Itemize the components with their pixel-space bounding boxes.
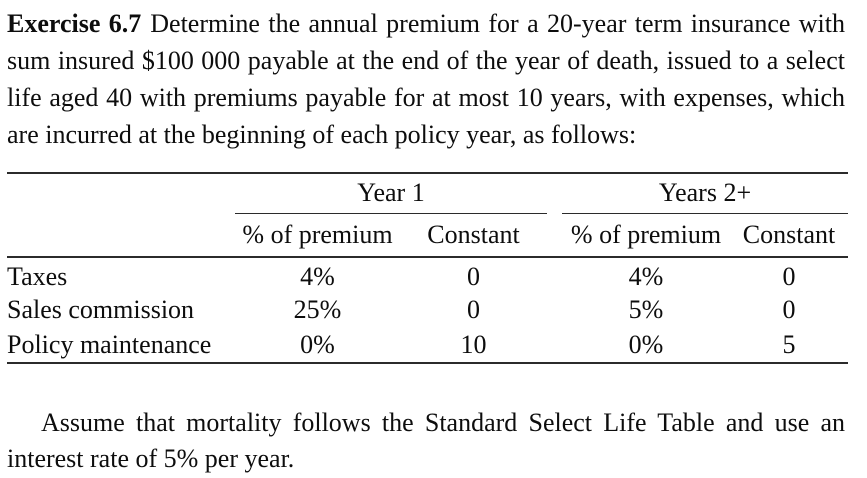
- group-header-row: Year 1 Years 2+: [7, 172, 849, 214]
- group-header-years2plus: Years 2+: [562, 172, 849, 214]
- cell-taxes-constant-years2plus: 0: [782, 262, 796, 291]
- row-label-policy-maintenance: Policy maintenance: [7, 327, 235, 364]
- spacer-cell: [547, 327, 563, 364]
- cell-policy-constant-year1: 10: [400, 327, 548, 364]
- group-header-spacer-cell: [547, 172, 563, 213]
- cell-sales-constant-years2plus: 0: [782, 294, 796, 324]
- intro-line-1-text: Determine the annual premium for a 20-ye…: [150, 9, 845, 38]
- cell-sales-pct-years2plus: 5%: [628, 294, 664, 324]
- cell-taxes-pct-years2plus: 4%: [628, 262, 664, 291]
- row-label-sales-commission: Sales commission: [7, 294, 195, 324]
- cell-taxes-constant-year1: 0: [467, 262, 480, 291]
- row-label-taxes: Taxes: [7, 262, 68, 291]
- spacer-cell: [547, 292, 562, 327]
- cell-policy-pct-years2plus: 0%: [562, 327, 731, 364]
- spacer-cell: [547, 257, 562, 292]
- group-header-year1: Year 1: [235, 172, 548, 214]
- column-header-constant-years2plus: Constant: [730, 213, 849, 258]
- exercise-number-label: Exercise 6.7: [7, 9, 142, 38]
- intro-line-2: sum insured $100 000 payable at the end …: [7, 46, 845, 75]
- table-row-sales-commission: Sales commission 25% 0 5% 0: [7, 292, 848, 327]
- table-row-policy-maintenance: Policy maintenance 0% 10 0% 5: [7, 327, 849, 364]
- table-row-taxes: Taxes 4% 0 4% 0: [7, 257, 848, 292]
- column-header-empty-cell: [7, 213, 235, 258]
- cell-sales-constant-year1: 0: [467, 294, 480, 324]
- expense-table: Year 1 Years 2+ % of premium Constant % …: [7, 172, 849, 364]
- column-header-pct-premium-years2plus: % of premium: [562, 213, 731, 258]
- column-header-spacer-cell: [547, 213, 563, 258]
- assumption-paragraph: Assume that mortality follows the Standa…: [7, 405, 845, 477]
- cell-sales-pct-year1: 25%: [293, 294, 342, 324]
- column-header-constant-year1: Constant: [400, 213, 548, 258]
- cell-policy-constant-years2plus: 5: [730, 327, 849, 364]
- cell-taxes-pct-year1: 4%: [300, 262, 335, 291]
- intro-line-4: are incurred at the beginning of each po…: [7, 120, 637, 149]
- closing-line-1: Assume that mortality follows the Standa…: [41, 408, 845, 437]
- group-header-empty-cell: [7, 172, 235, 213]
- column-header-pct-premium-year1: % of premium: [235, 213, 400, 258]
- exercise-intro-paragraph: Exercise 6.7 Determine the annual premium…: [7, 5, 845, 153]
- closing-line-2: interest rate of 5% per year.: [7, 444, 295, 473]
- cell-policy-pct-year1: 0%: [235, 327, 400, 364]
- column-header-row: % of premium Constant % of premium Const…: [7, 213, 849, 258]
- intro-line-1: Exercise 6.7 Determine the annual premium…: [7, 5, 845, 42]
- intro-line-3: life aged 40 with premiums payable for a…: [7, 83, 845, 112]
